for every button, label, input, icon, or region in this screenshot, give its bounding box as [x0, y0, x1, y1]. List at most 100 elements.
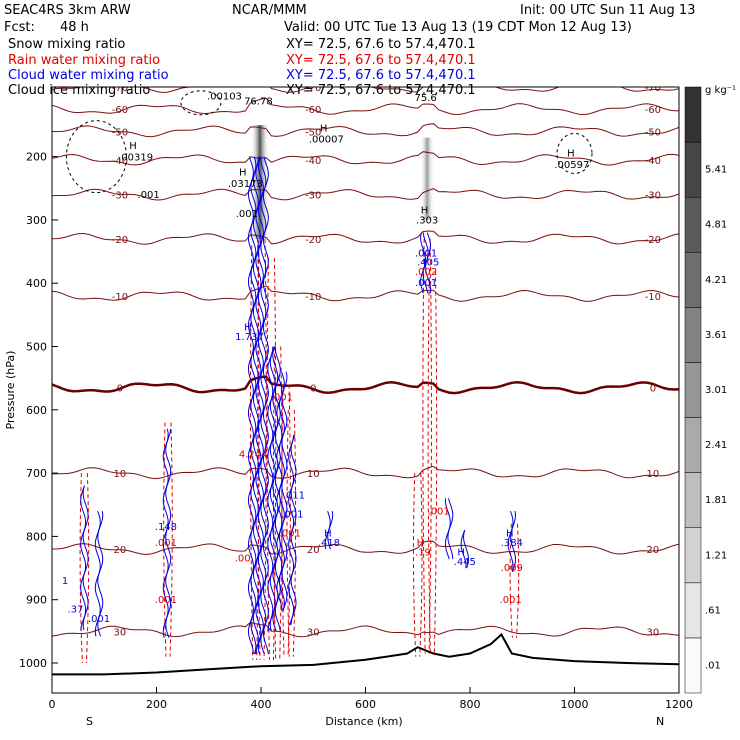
- colorbar-tick-label: 2.41: [705, 440, 727, 451]
- colorbar-tick-label: .61: [705, 605, 721, 616]
- field-label: .001: [271, 392, 293, 403]
- y-tick-label: 500: [26, 341, 47, 354]
- colorbar-segment: [684, 527, 702, 584]
- rain-contour: [85, 473, 90, 664]
- isotherm-20: [52, 540, 679, 556]
- rain-contour: [515, 523, 520, 638]
- field-label: H: [239, 168, 247, 179]
- y-tick-label: 1000: [19, 657, 47, 670]
- x-axis: 0 200 400 600 800 1000 1200: [49, 687, 693, 711]
- isotherm-label: 30: [114, 627, 127, 638]
- isotherm-label: 30: [307, 627, 320, 638]
- field-label: .148: [155, 522, 177, 533]
- rain-contour: [263, 238, 267, 660]
- field-name-rain: Rain water mixing ratio: [8, 53, 160, 68]
- isotherm-label: -10: [112, 292, 128, 303]
- isotherm-label: -30: [112, 191, 128, 202]
- colorbar-tick-label: 4.21: [705, 275, 727, 286]
- colorbar-tick-label: 5.41: [705, 165, 727, 176]
- x-tick-label: 800: [460, 698, 481, 711]
- colorbar-tick-label: .01: [705, 660, 721, 671]
- isotherm-label: -50: [112, 127, 128, 138]
- isotherm-label: -40: [305, 156, 321, 167]
- isotherm-label: 0: [310, 384, 316, 395]
- colorbar-segment: [684, 252, 702, 308]
- cloud-water-contour: [507, 510, 514, 572]
- cloud-water-contour: [281, 371, 288, 612]
- field-label: H: [244, 323, 252, 334]
- rain-contour: [287, 384, 291, 657]
- field-label: .00103: [207, 92, 242, 103]
- cloud-water-contour: [460, 529, 467, 569]
- rain-contour: [169, 422, 173, 657]
- isotherm--60: [52, 97, 679, 116]
- field-label: .011: [283, 490, 305, 501]
- isotherm-label: 10: [307, 469, 320, 480]
- fcst-value: 48 h: [60, 20, 89, 35]
- cloud-water-contour: [262, 156, 269, 655]
- isotherm-label: -20: [645, 235, 661, 246]
- rain-contour: [428, 238, 432, 654]
- fcst-label: Fcst:: [4, 20, 35, 35]
- isotherm--40: [52, 151, 679, 166]
- colorbar-segment: [684, 362, 702, 418]
- colorbar-segment: [684, 637, 702, 694]
- isotherm-label: -50: [645, 127, 661, 138]
- isotherm-30: [52, 621, 679, 638]
- colorbar-tick-label: 3.61: [705, 330, 727, 341]
- isotherm-label: -20: [305, 235, 321, 246]
- cloud-water-contour: [327, 511, 334, 550]
- field-label: 1: [62, 576, 68, 587]
- cloud-water-contour: [290, 434, 297, 626]
- cloud-water-contour: [272, 346, 279, 632]
- isotherm-label: -30: [645, 191, 661, 202]
- field-label: .303: [416, 216, 438, 227]
- field-label: .001: [155, 595, 177, 606]
- isotherm-label: 20: [307, 545, 320, 556]
- y-tick-label: 800: [26, 530, 47, 543]
- x-tick-label: 1200: [665, 698, 693, 711]
- isotherm-label: -40: [112, 156, 128, 167]
- field-label: 75.6: [414, 93, 436, 104]
- isotherm-label: -70: [305, 83, 321, 94]
- cloud-water-contour: [97, 511, 104, 637]
- rain-contour: [256, 245, 260, 660]
- rain-contour: [272, 346, 277, 660]
- x-tick-label: 200: [146, 698, 167, 711]
- cloud-water-contour: [82, 485, 89, 631]
- plot-content: 0 0 0 10 10 10 20 20 20 30 30 30 -70 -70 -70 -60 -60 -60 -…: [52, 83, 679, 676]
- rain-contour: [427, 270, 431, 654]
- cloud-water-contour: [510, 511, 517, 573]
- x-tick-label: 1000: [561, 698, 589, 711]
- y-tick-label: 400: [26, 277, 47, 290]
- field-label: H: [320, 123, 328, 134]
- isotherm-10: [52, 465, 679, 480]
- cloud-water-contour: [425, 232, 432, 294]
- field-label: .001: [428, 506, 450, 517]
- isotherm--10: [52, 285, 679, 302]
- field-label: .00007: [309, 135, 344, 146]
- field-label: .00: [235, 554, 251, 565]
- isotherm-label: 30: [647, 627, 660, 638]
- rain-contour: [419, 473, 423, 657]
- colorbar-segment: [684, 141, 702, 198]
- isotherm-label: 10: [114, 469, 127, 480]
- isotherm-label: -60: [112, 105, 128, 116]
- rain-contour: [509, 523, 513, 638]
- field-name-cloud-water: Cloud water mixing ratio: [8, 68, 169, 83]
- colorbar-segment: [684, 417, 702, 473]
- rain-contour: [292, 409, 297, 657]
- isotherm--30: [52, 188, 679, 201]
- cloud-water-contour: [462, 529, 470, 569]
- y-tick-label: 200: [26, 151, 47, 164]
- field-xy-snow: XY= 72.5, 67.6 to 57.4,470.1: [286, 37, 476, 52]
- snow-shading-column: [420, 137, 435, 220]
- org-title: NCAR/MMM: [232, 3, 307, 18]
- field-label: .001: [415, 278, 437, 289]
- x-tick-label: 400: [251, 698, 272, 711]
- model-title: SEAC4RS 3km ARW: [4, 3, 131, 18]
- field-label: .418: [318, 538, 340, 549]
- field-label: .001: [138, 190, 160, 201]
- isotherm-label: -70: [645, 83, 661, 94]
